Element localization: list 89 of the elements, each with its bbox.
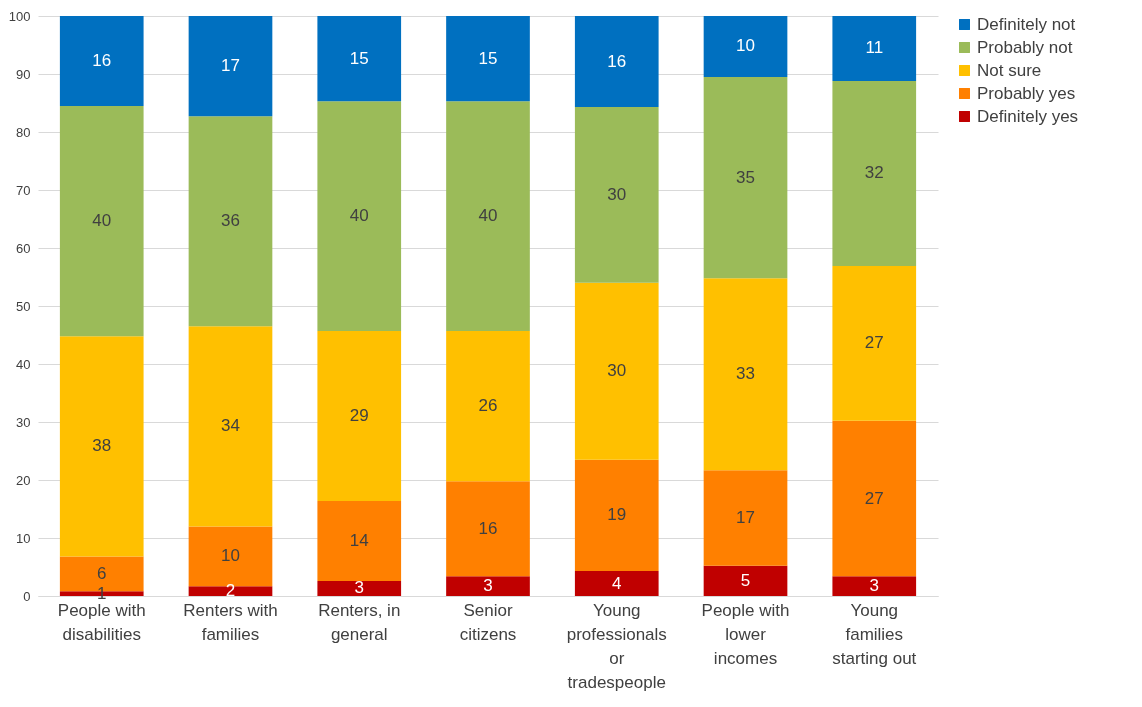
bar [574, 107, 659, 283]
data-label: 16 [607, 51, 627, 71]
bar [832, 80, 917, 266]
x-tick-label: Renters with families [183, 600, 278, 644]
bar [574, 16, 659, 108]
bar [446, 101, 530, 331]
bar [59, 336, 144, 557]
bar [574, 459, 659, 572]
data-label: 36 [221, 211, 240, 231]
data-label: 40 [349, 206, 369, 226]
y-tick-label: 60 [16, 240, 31, 256]
bar [832, 420, 917, 577]
data-label: 15 [349, 48, 369, 68]
y-tick-label: 30 [16, 414, 31, 430]
data-label: 33 [736, 364, 755, 384]
data-label: 40 [478, 206, 498, 226]
y-tick-label: 40 [16, 356, 31, 372]
bar [446, 16, 530, 102]
bar [574, 571, 659, 596]
bar [574, 282, 659, 460]
data-label: 27 [864, 333, 884, 353]
bar [703, 76, 788, 279]
x-tick-label: People with disabilities [57, 600, 146, 644]
bar [446, 330, 530, 482]
data-label: 35 [736, 167, 755, 187]
bar [703, 470, 788, 566]
y-tick-label: 20 [16, 472, 31, 488]
bar [317, 330, 402, 501]
data-label: 3 [869, 576, 879, 596]
bar [317, 101, 402, 331]
data-label: 2 [225, 581, 236, 601]
bar [188, 116, 273, 327]
data-label: 29 [349, 405, 369, 425]
data-label: 32 [864, 163, 884, 183]
data-label: 30 [607, 184, 627, 204]
data-label: 17 [221, 56, 240, 76]
x-tick-label: People with lower incomes [701, 600, 790, 668]
data-label: 4 [612, 573, 622, 593]
x-tick-label: Senior citizens [459, 600, 517, 644]
bar [188, 16, 273, 117]
bar [59, 105, 144, 337]
data-label: 17 [736, 507, 755, 527]
data-label: 19 [607, 505, 627, 525]
bar [703, 278, 788, 471]
data-label: 16 [478, 518, 498, 538]
data-label: 27 [864, 488, 884, 508]
bar [832, 16, 917, 81]
bar [317, 16, 402, 102]
bar [703, 16, 788, 77]
data-label: 14 [349, 530, 369, 550]
y-tick-label: 10 [16, 530, 31, 546]
bar [188, 586, 273, 596]
data-label: 30 [607, 361, 627, 381]
x-tick-label: Young professionals or tradespeople [566, 600, 667, 692]
legend-label: Definitely yes [977, 106, 1079, 126]
y-tick-label: 70 [16, 182, 31, 198]
y-tick-label: 80 [16, 124, 31, 140]
data-label: 26 [478, 396, 498, 416]
data-label: 10 [736, 36, 755, 56]
data-label: 3 [483, 576, 493, 596]
y-tick-label: 100 [8, 8, 31, 24]
bar [832, 576, 917, 596]
data-label: 34 [221, 416, 240, 436]
data-label: 15 [478, 48, 498, 68]
bar [317, 500, 402, 581]
y-tick-label: 0 [23, 588, 31, 604]
bar [317, 580, 402, 596]
legend-label: Probably not [977, 37, 1073, 57]
bar [832, 265, 917, 421]
data-label: 38 [92, 436, 112, 456]
bar [446, 481, 530, 577]
data-label: 16 [92, 50, 112, 70]
data-label: 6 [97, 563, 107, 583]
bar [703, 565, 788, 596]
y-tick-label: 90 [16, 66, 31, 82]
data-label: 11 [865, 38, 884, 58]
data-label: 5 [740, 570, 751, 590]
legend-label: Not sure [977, 60, 1042, 80]
data-label: 40 [92, 211, 112, 231]
legend-label: Definitely not [977, 14, 1076, 34]
bar [188, 326, 273, 527]
x-tick-label: Renters, in general [318, 600, 401, 644]
data-label: 10 [221, 546, 240, 566]
y-tick-label: 50 [16, 298, 31, 314]
legend-label: Probably yes [977, 83, 1076, 103]
x-tick-label: Young families starting out [832, 600, 917, 668]
data-label: 3 [354, 578, 364, 598]
bar [446, 576, 530, 596]
bar [59, 16, 144, 106]
